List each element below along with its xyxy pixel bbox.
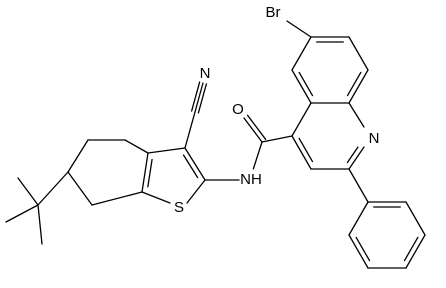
bond — [348, 36, 369, 71]
atom-label-s: S — [174, 199, 184, 216]
bond — [298, 71, 314, 97]
bond — [246, 114, 267, 140]
bond — [405, 234, 426, 269]
bond — [124, 139, 149, 154]
bond — [291, 135, 312, 170]
label-mask — [364, 131, 380, 147]
bond — [261, 135, 293, 143]
bond — [291, 36, 312, 71]
bond — [184, 111, 196, 149]
label-mask — [230, 102, 246, 118]
bonds — [5, 20, 426, 269]
bond — [348, 146, 365, 170]
label-mask — [171, 200, 187, 216]
bond — [291, 69, 312, 104]
label-mask — [240, 169, 262, 191]
bond — [291, 102, 312, 137]
bond — [141, 152, 149, 193]
bond — [355, 236, 371, 262]
bond — [147, 147, 186, 154]
bond — [5, 204, 39, 223]
bond — [141, 191, 171, 204]
bond — [348, 102, 365, 128]
bond — [182, 154, 199, 179]
bond — [348, 234, 369, 269]
atom-label-quinoline-n: N — [369, 130, 380, 147]
bond — [17, 177, 39, 206]
bond — [298, 137, 314, 163]
bond — [37, 204, 43, 245]
atom-label-nh: NH — [240, 171, 262, 188]
atom-labels: Br N O NH S N — [171, 2, 380, 216]
bond — [147, 158, 153, 188]
bond — [184, 147, 206, 181]
atom-label-nitrile-n: N — [200, 65, 211, 82]
bond — [348, 168, 369, 203]
bond — [252, 141, 263, 171]
bond — [348, 69, 369, 104]
bond — [286, 20, 312, 38]
bond — [67, 139, 89, 173]
bond — [405, 201, 426, 236]
atom-label-o: O — [232, 101, 244, 118]
bond — [403, 236, 419, 262]
bond — [186, 179, 206, 204]
bond — [197, 83, 208, 114]
bond — [194, 82, 204, 113]
bond — [91, 191, 143, 206]
bond — [37, 171, 69, 206]
atom-label-br: Br — [266, 4, 281, 21]
bond — [346, 146, 359, 164]
label-mask — [197, 66, 213, 82]
bond — [190, 81, 201, 112]
bond — [67, 171, 93, 206]
bond — [243, 117, 263, 143]
bond — [348, 201, 369, 236]
bond — [346, 71, 362, 97]
label-mask — [262, 2, 284, 24]
